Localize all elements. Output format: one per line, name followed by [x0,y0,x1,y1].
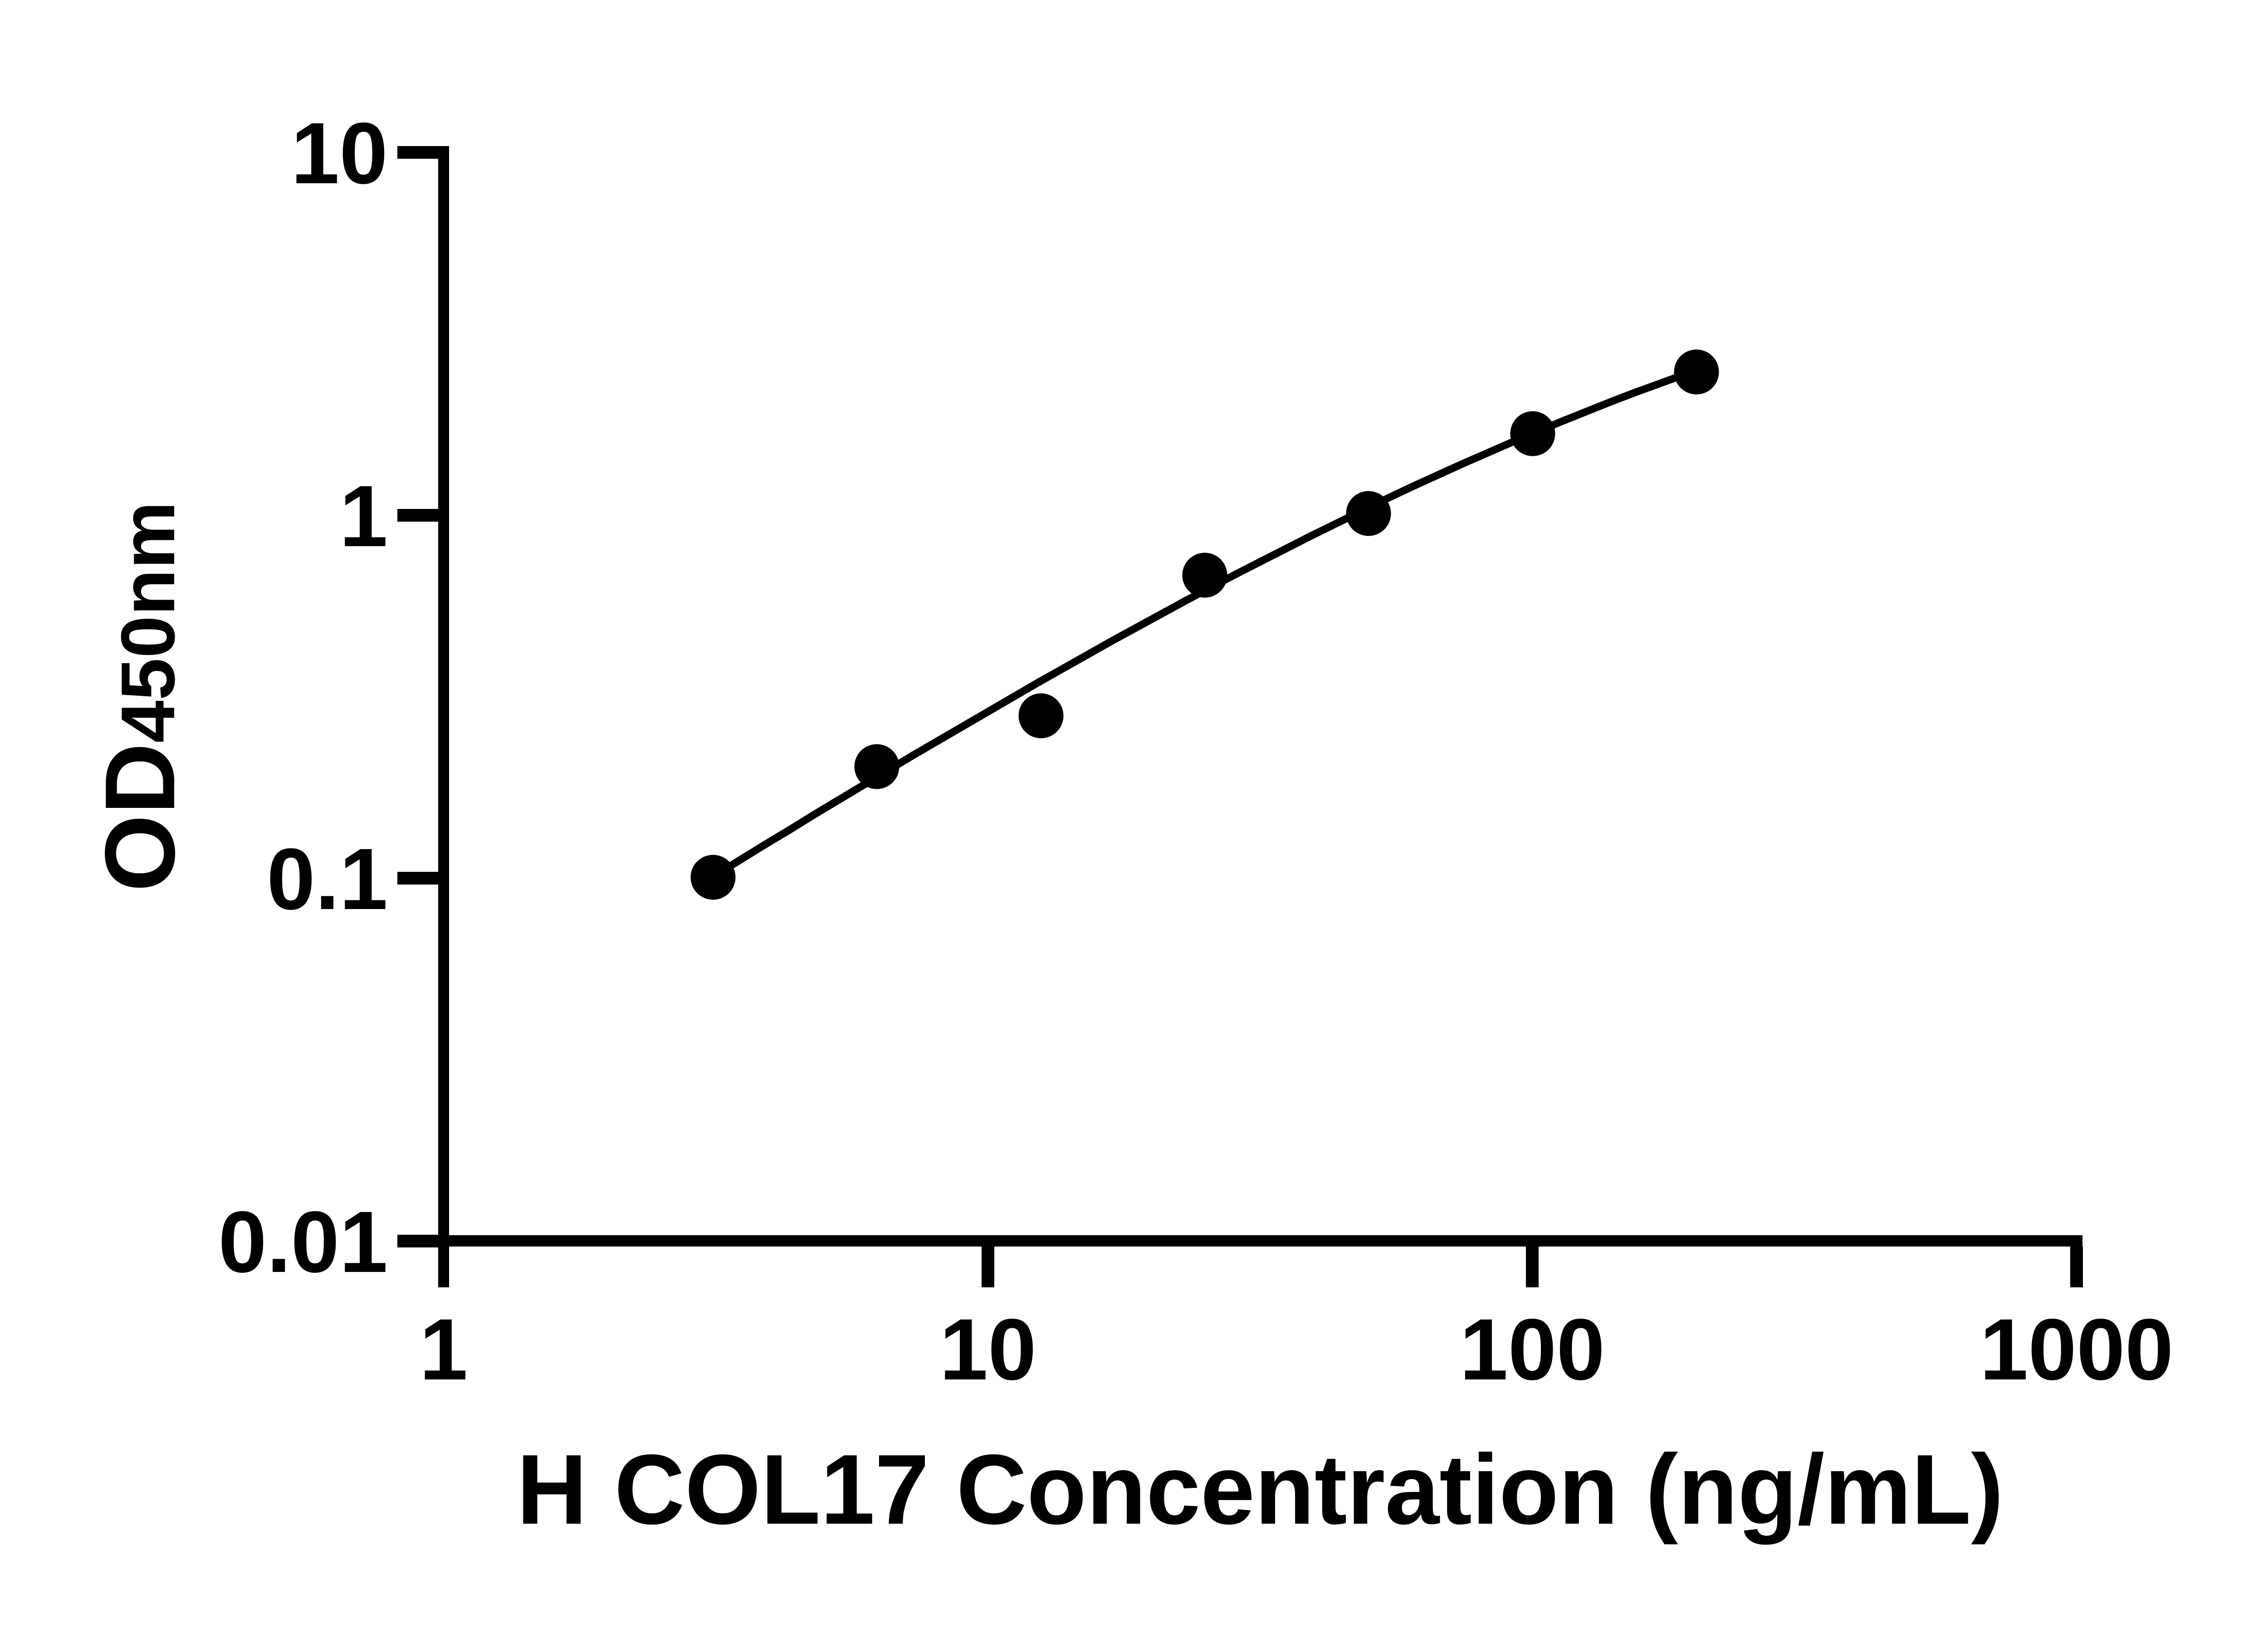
svg-text:H COL17 Concentration (ng/mL): H COL17 Concentration (ng/mL) [517,1434,2004,1545]
svg-text:1: 1 [420,1301,468,1398]
svg-text:10: 10 [939,1301,1036,1398]
svg-text:0.1: 0.1 [267,830,388,928]
svg-text:0.01: 0.01 [218,1193,388,1291]
svg-text:1000: 1000 [1980,1301,2173,1398]
svg-text:10: 10 [291,104,388,202]
svg-text:1: 1 [339,467,388,565]
svg-text:OD450nm: OD450nm [85,501,196,892]
svg-text:100: 100 [1460,1301,1605,1398]
